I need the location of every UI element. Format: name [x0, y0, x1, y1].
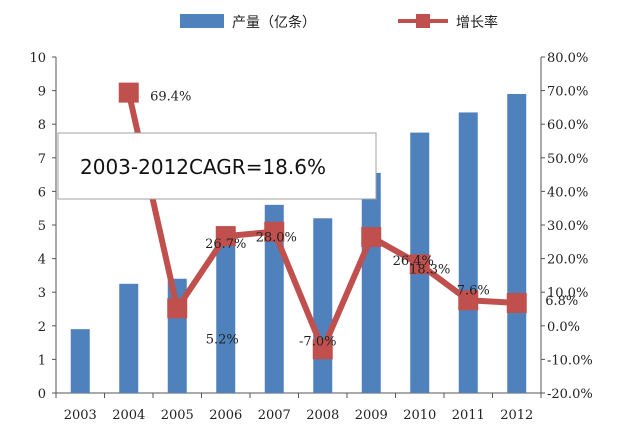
y-left-tick-label: 6 — [38, 185, 46, 200]
x-tick-label: 2010 — [403, 408, 436, 423]
growth-data-label: 26.7% — [205, 237, 246, 252]
y-left-tick-label: 10 — [29, 51, 46, 66]
bar — [361, 172, 381, 393]
y-right-tick-label: 30.0% — [547, 219, 588, 234]
growth-marker — [458, 290, 479, 311]
growth-data-label: -7.0% — [299, 334, 336, 349]
growth-data-label: 26.4% — [393, 254, 434, 269]
x-tick-label: 2003 — [64, 408, 97, 423]
x-tick-label: 2008 — [306, 408, 339, 423]
growth-marker — [264, 221, 285, 242]
data-labels: 69.4% 5.2% 26.7% 28.0% -7.0% 26.4%18.3% 7.6% 6.… — [150, 90, 578, 350]
cagr-box — [57, 132, 377, 200]
growth-marker — [506, 292, 527, 313]
growth-marker — [361, 227, 382, 248]
legend-line-marker — [416, 14, 430, 28]
y-left-tick-label: 4 — [38, 253, 46, 268]
cagr-annotation: 2003-2012CAGR=18.6% — [57, 132, 377, 200]
bar — [70, 329, 90, 393]
y-left-tick-label: 8 — [38, 118, 46, 133]
x-tick-label: 2005 — [161, 408, 194, 423]
y-left-tick-label: 9 — [38, 85, 46, 100]
ticks: 0 1 2 3 4 5 6 7 8 9 10 -20.0% -10.0% 0.0% 10.0% 20.0% 30… — [29, 51, 592, 423]
x-tick-label: 2004 — [112, 408, 145, 423]
y-right-tick-label: -10.0% — [547, 353, 593, 368]
growth-line — [118, 82, 527, 360]
x-tick-label: 2007 — [258, 408, 291, 423]
bar — [458, 112, 478, 393]
bar — [507, 93, 527, 394]
growth-marker — [167, 298, 188, 319]
legend-bar-swatch — [180, 14, 224, 28]
x-tick-label: 2006 — [209, 408, 242, 423]
growth-data-label: 28.0% — [256, 231, 297, 246]
growth-data-label: 5.2% — [206, 332, 239, 347]
cagr-text: 2003-2012CAGR=18.6% — [80, 155, 326, 179]
bar — [119, 283, 139, 393]
y-left-tick-label: 7 — [38, 152, 46, 167]
y-right-tick-label: 50.0% — [547, 152, 588, 167]
y-left-tick-label: 2 — [38, 320, 46, 335]
growth-marker — [409, 254, 430, 275]
y-right-tick-label: 60.0% — [547, 118, 588, 133]
y-right-tick-label: 80.0% — [547, 51, 588, 66]
y-left-tick-label: 1 — [38, 353, 46, 368]
y-right-tick-label: 20.0% — [547, 253, 588, 268]
y-left-tick-label: 3 — [38, 286, 46, 301]
y-right-tick-label: -20.0% — [547, 387, 593, 402]
growth-data-label: 7.6% — [457, 283, 490, 298]
x-tick-label: 2009 — [355, 408, 388, 423]
y-right-tick-label: 0.0% — [547, 320, 580, 335]
y-right-tick-label: 10.0% — [547, 286, 588, 301]
x-tick-label: 2012 — [500, 408, 533, 423]
y-right-tick-label: 40.0% — [547, 185, 588, 200]
legend-line-label: 增长率 — [456, 14, 498, 31]
y-left-tick-label: 0 — [38, 387, 46, 402]
bar — [264, 204, 284, 393]
legend: 产量（亿条） 增长率 — [180, 14, 498, 31]
growth-marker — [312, 339, 333, 360]
growth-marker — [215, 226, 236, 247]
bar — [313, 218, 333, 393]
growth-data-label: 6.8% — [545, 294, 578, 309]
legend-bar-label: 产量（亿条） — [232, 14, 316, 31]
growth-data-label: 18.3% — [409, 262, 450, 277]
bar — [216, 241, 236, 393]
y-left-tick-label: 5 — [38, 219, 46, 234]
growth-marker — [118, 82, 139, 103]
growth-data-label: 69.4% — [150, 90, 191, 105]
x-tick-label: 2011 — [452, 408, 485, 423]
y-right-tick-label: 70.0% — [547, 85, 588, 100]
